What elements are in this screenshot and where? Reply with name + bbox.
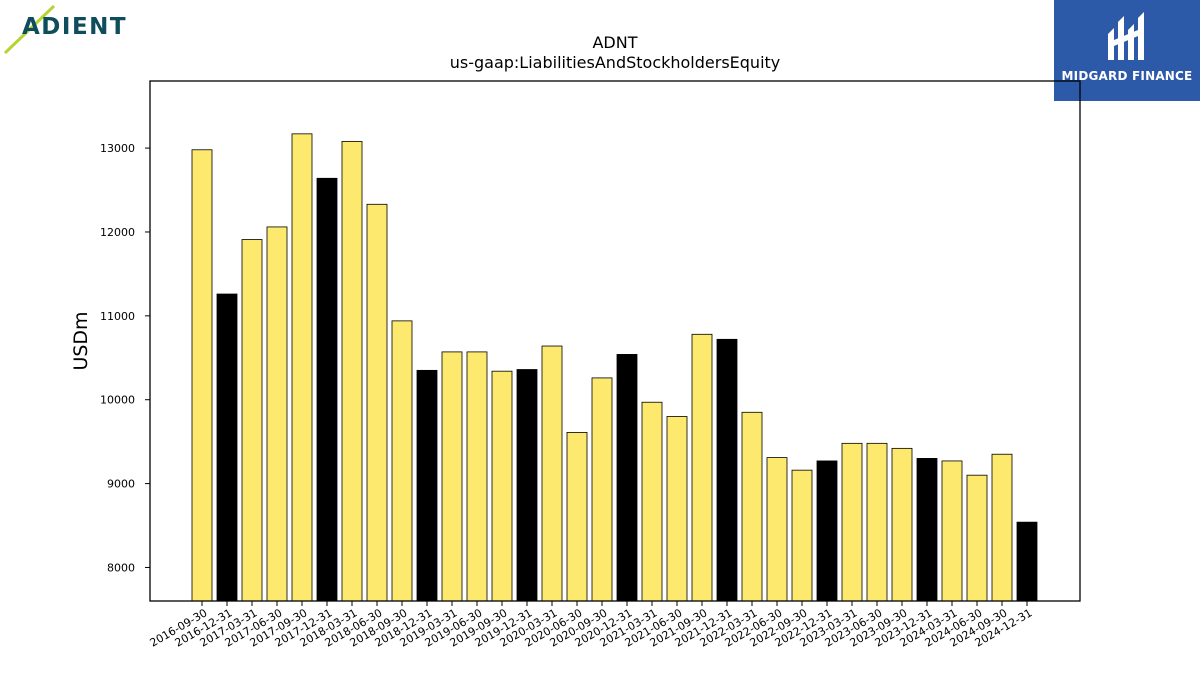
bar-2022-09-30 <box>791 469 813 602</box>
bar-2021-09-30 <box>691 333 713 602</box>
y-axis-ticks: 8000 9000 10000 11000 12000 13000 <box>100 142 150 574</box>
midgard-finance-mark-icon <box>1108 12 1144 60</box>
bar-2019-09-30 <box>491 370 513 602</box>
bar-2018-09-30 <box>391 320 413 602</box>
bar-2022-03-31 <box>741 411 763 602</box>
bar-2016-09-30 <box>191 149 213 602</box>
bar-2018-06-30 <box>366 203 388 602</box>
midgard-finance-logo-text: MIDGARD FINANCE <box>1061 69 1193 83</box>
bar-2017-12-31 <box>316 177 338 602</box>
bar-2017-03-31 <box>241 239 263 602</box>
y-tick-label: 10000 <box>100 394 135 407</box>
bar-2019-03-31 <box>441 351 463 602</box>
bar-2018-03-31 <box>341 140 363 602</box>
y-tick-label: 9000 <box>107 478 135 491</box>
bar-2024-06-30 <box>966 474 988 602</box>
midgard-finance-logo: MIDGARD FINANCE <box>1054 0 1200 101</box>
bar-2020-06-30 <box>566 432 588 602</box>
y-tick-label: 12000 <box>100 226 135 239</box>
bar-2024-09-30 <box>991 453 1013 602</box>
bar-2021-12-31 <box>716 338 738 602</box>
bar-2023-12-31 <box>916 458 938 602</box>
chart-subtitle: us-gaap:LiabilitiesAndStockholdersEquity <box>450 53 781 72</box>
bar-2022-12-31 <box>816 460 838 602</box>
bar-2016-12-31 <box>216 293 238 602</box>
bar-2023-03-31 <box>841 442 863 602</box>
bar-2024-12-31 <box>1016 521 1038 602</box>
bar-2021-03-31 <box>641 401 663 602</box>
chart-title: ADNT <box>592 33 637 52</box>
bar-2017-09-30 <box>291 133 313 602</box>
adient-logo-slash-icon <box>3 4 56 55</box>
bar-2017-06-30 <box>266 226 288 602</box>
bar-2020-12-31 <box>616 354 638 602</box>
bar-2023-06-30 <box>866 442 888 602</box>
bar-2019-06-30 <box>466 351 488 602</box>
bar-2021-06-30 <box>666 416 688 602</box>
x-axis-ticks: 2016-09-302016-12-312017-03-312017-06-30… <box>148 601 1035 650</box>
y-tick-label: 8000 <box>107 561 135 574</box>
y-tick-label: 13000 <box>100 142 135 155</box>
bar-2023-09-30 <box>891 447 913 602</box>
y-axis-label: USDm <box>70 311 92 370</box>
bar-2019-12-31 <box>516 369 538 602</box>
plot-frame <box>149 80 1081 602</box>
bar-2020-03-31 <box>541 345 563 602</box>
bar-2024-03-31 <box>941 460 963 602</box>
y-tick-label: 11000 <box>100 310 135 323</box>
adient-logo: ADIENT <box>0 0 140 60</box>
bar-2022-06-30 <box>766 457 788 602</box>
bar-2020-09-30 <box>591 377 613 602</box>
adient-logo-text: ADIENT <box>22 14 128 40</box>
bars-group <box>191 133 1038 602</box>
bar-2018-12-31 <box>416 369 438 602</box>
